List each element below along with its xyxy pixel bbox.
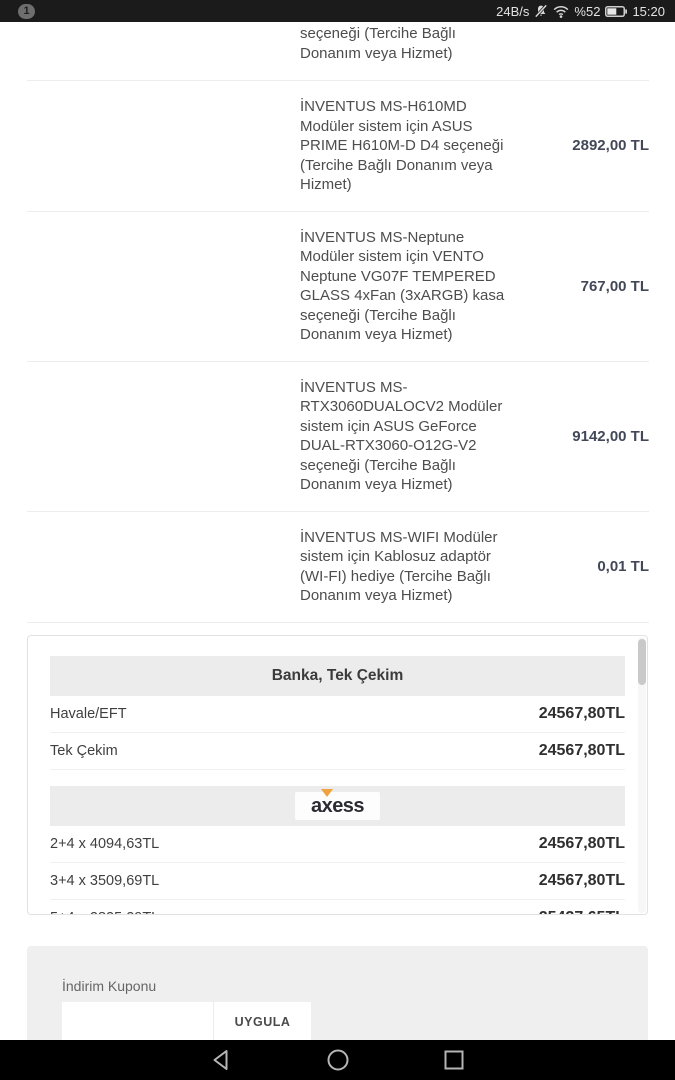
product-options-list: seçeneği (Tercihe Bağlı Donanım veya Hiz… — [0, 22, 675, 623]
payment-amount: 24567,80TL — [538, 741, 625, 759]
option-price: 767,00 TL — [580, 277, 649, 295]
scrollbar-track[interactable] — [638, 636, 646, 913]
payment-row: Havale/EFT 24567,80TL — [50, 696, 625, 733]
axess-card-header: a xess — [50, 785, 625, 826]
payment-row: Tek Çekim 24567,80TL — [50, 733, 625, 770]
android-nav-bar — [0, 1040, 675, 1080]
installment-total: 24567,80TL — [538, 871, 625, 889]
option-description: İNVENTUS MS-RTX3060DUALOCV2 Modüler sist… — [300, 378, 503, 494]
status-bar: 1 24B/s %52 — [0, 0, 675, 22]
battery-percent: %52 — [574, 3, 601, 19]
coupon-input-row: UYGULA — [62, 1001, 613, 1040]
coupon-input[interactable] — [62, 1001, 214, 1040]
payment-method-label: Tek Çekim — [50, 742, 118, 759]
installments-scroll-box[interactable]: Banka, Tek Çekim Havale/EFT 24567,80TL T… — [27, 634, 648, 915]
clock: 15:20 — [632, 3, 665, 19]
option-price: 9142,00 TL — [572, 427, 649, 445]
option-description: İNVENTUS MS-Neptune Modüler sistem için … — [300, 228, 505, 344]
back-icon[interactable] — [209, 1047, 235, 1073]
home-icon[interactable] — [325, 1047, 351, 1073]
payment-method-label: Havale/EFT — [50, 705, 127, 722]
discount-coupon-section: İndirim Kuponu UYGULA — [27, 945, 648, 1040]
page-content: seçeneği (Tercihe Bağlı Donanım veya Hiz… — [0, 22, 675, 1040]
axess-logo: a xess — [294, 788, 381, 820]
mute-icon — [534, 4, 548, 18]
coupon-label: İndirim Kuponu — [62, 977, 157, 994]
network-speed: 24B/s — [496, 3, 530, 19]
installment-row: 2+4 x 4094,63TL 24567,80TL — [50, 826, 625, 863]
installment-row: 3+4 x 3509,69TL 24567,80TL — [50, 863, 625, 900]
option-price: 0,01 TL — [597, 558, 649, 575]
payment-amount: 24567,80TL — [538, 704, 625, 722]
installment-total: 24567,80TL — [538, 834, 625, 852]
recents-icon[interactable] — [441, 1047, 467, 1073]
notification-count-badge: 1 — [18, 3, 35, 19]
bank-single-payment-header: Banka, Tek Çekim — [50, 655, 625, 696]
axess-triangle-icon — [320, 788, 333, 797]
installment-row: 5+4 x 2825,29TL 25427,65TL — [50, 900, 625, 914]
option-description: İNVENTUS MS-H610MD Modüler sistem için A… — [300, 98, 504, 193]
installment-label: 2+4 x 4094,63TL — [50, 835, 160, 852]
option-price: 2892,00 TL — [572, 137, 649, 155]
installment-label: 5+4 x 2825,29TL — [50, 910, 159, 914]
scrollbar-thumb[interactable] — [638, 638, 646, 685]
option-row: İNVENTUS MS-RTX3060DUALOCV2 Modüler sist… — [27, 362, 649, 512]
wifi-icon — [553, 5, 569, 18]
battery-icon — [605, 5, 628, 17]
option-description: seçeneği (Tercihe Bağlı Donanım veya Hiz… — [300, 25, 456, 62]
apply-coupon-button[interactable]: UYGULA — [214, 1001, 311, 1040]
installment-total: 25427,65TL — [539, 909, 625, 914]
status-bar-left: 1 — [10, 3, 35, 19]
status-bar-right: 24B/s %52 — [496, 4, 665, 19]
option-row: İNVENTUS MS-WIFI Modüler sistem için Kab… — [27, 512, 649, 623]
option-row: seçeneği (Tercihe Bağlı Donanım veya Hiz… — [27, 22, 649, 81]
option-row: İNVENTUS MS-Neptune Modüler sistem için … — [27, 212, 649, 362]
option-row: İNVENTUS MS-H610MD Modüler sistem için A… — [27, 81, 649, 212]
axess-logo-text: a xess — [311, 788, 365, 816]
installment-label: 3+4 x 3509,69TL — [50, 872, 160, 889]
option-description: İNVENTUS MS-WIFI Modüler sistem için Kab… — [300, 528, 498, 605]
